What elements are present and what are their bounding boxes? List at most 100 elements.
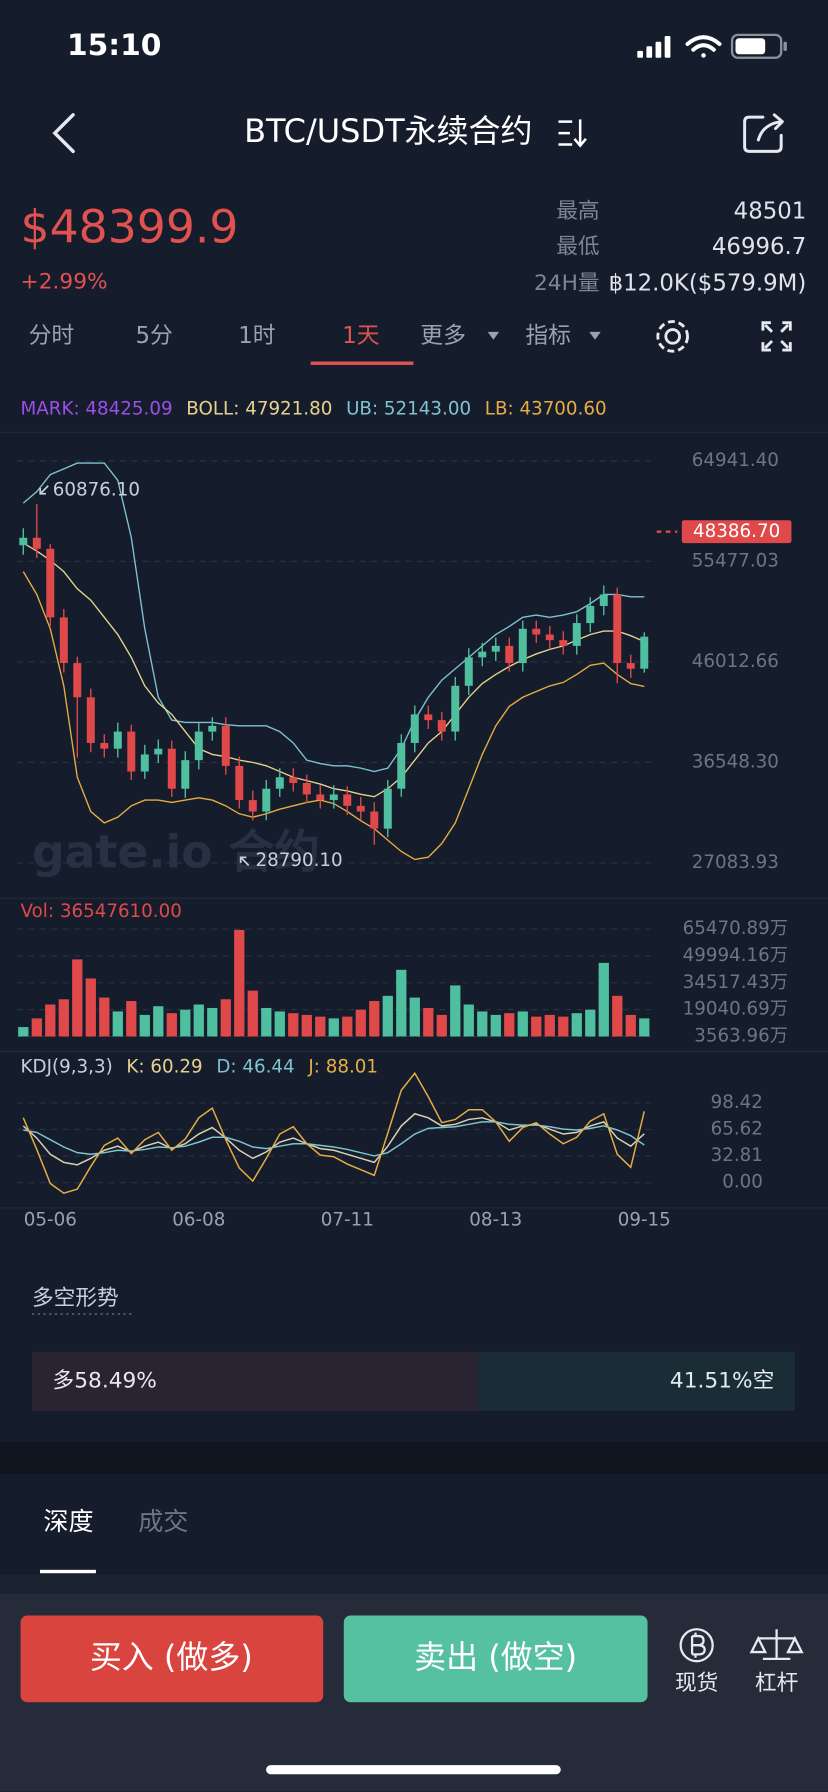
annotation-arrow: [239, 856, 250, 866]
short-label: 41.51%空: [670, 1368, 774, 1393]
kline-chart: gate.io 合约 64941.40 55477.03 46012.66 36548…: [0, 398, 828, 1230]
interval-tab[interactable]: 1时: [238, 323, 275, 349]
volume-bar: [193, 1004, 204, 1037]
battery-icon: [730, 33, 787, 59]
legend-item: LB: 43700.60: [485, 398, 607, 419]
legend-item: KDJ(9,3,3): [21, 1056, 113, 1077]
volume-bar: [396, 969, 407, 1037]
section-divider: [0, 1441, 828, 1474]
leverage-label[interactable]: 杠杆: [755, 1671, 798, 1696]
candle-body: [518, 628, 527, 664]
candle-body: [424, 714, 433, 721]
share-button[interactable]: [743, 113, 784, 153]
y-tick-label: 55477.03: [692, 550, 779, 571]
volume-bar: [301, 1014, 312, 1037]
candle-body: [370, 811, 379, 829]
candle-body: [329, 794, 338, 801]
last-price-label: 48386.70: [693, 521, 780, 542]
volume-bar: [531, 1016, 542, 1037]
candle-body: [383, 788, 392, 829]
x-tick-label: 09-15: [618, 1209, 671, 1230]
candle-body: [437, 720, 446, 732]
volume-bar: [153, 1006, 164, 1037]
x-tick-label: 06-08: [172, 1209, 225, 1230]
last-price: $48399.9: [21, 201, 239, 254]
y-tick-label: 46012.66: [692, 651, 779, 672]
interval-tab[interactable]: 分时: [29, 323, 75, 349]
legend-item: MARK: 48425.09: [21, 398, 173, 419]
candle-body: [140, 754, 149, 772]
fullscreen-button[interactable]: [761, 321, 792, 352]
page-title[interactable]: BTC/USDT永续合约: [244, 112, 532, 150]
volume-bar: [612, 995, 623, 1037]
indicator-tab[interactable]: 指标: [525, 323, 571, 349]
candle-body: [208, 725, 217, 732]
sell-label: 卖出 (做空): [414, 1638, 577, 1676]
volume-bar: [328, 1018, 339, 1037]
home-indicator: [266, 1765, 561, 1775]
y-tick-label: 65.62: [711, 1118, 763, 1139]
candle-body: [410, 714, 419, 743]
signal-icon: [637, 36, 671, 58]
candle-body: [275, 777, 284, 789]
long-label: 多58.49%: [53, 1368, 157, 1393]
buy-label: 买入 (做多): [90, 1638, 253, 1676]
watermark: gate.io 合约: [32, 825, 320, 878]
price-change: +2.99%: [21, 270, 108, 295]
candle-body: [572, 623, 581, 646]
sell-button[interactable]: [343, 1615, 648, 1703]
depth-tab[interactable]: 深度: [43, 1507, 93, 1536]
volume-bar: [31, 1018, 42, 1037]
candle-body: [248, 800, 257, 812]
more-tab[interactable]: 更多: [420, 323, 466, 349]
candle-body: [235, 765, 244, 801]
volume-bar: [99, 997, 110, 1037]
low-label: 28790.10: [256, 850, 343, 871]
y-tick-label: 65470.89万: [683, 918, 788, 939]
trades-tab[interactable]: 成交: [138, 1507, 188, 1536]
spot-icon[interactable]: [679, 1628, 714, 1663]
legend-item: BOLL: 47921.80: [186, 398, 332, 419]
volume-bar: [220, 999, 231, 1037]
spot-label[interactable]: 现货: [675, 1671, 718, 1696]
candle-body: [532, 628, 541, 635]
y-tick-label: 27083.93: [692, 852, 779, 873]
volume-bar: [423, 1007, 434, 1037]
switch-icon[interactable]: [558, 119, 587, 148]
volume-bar: [436, 1014, 447, 1037]
tab-underline: [39, 1569, 96, 1574]
candle-body: [451, 685, 460, 732]
back-button[interactable]: [52, 113, 75, 154]
candle-body: [356, 805, 365, 812]
status-time: 15:10: [67, 28, 162, 63]
settings-button[interactable]: [656, 320, 689, 353]
candle-body: [613, 594, 622, 664]
candle-body: [127, 731, 136, 772]
y-tick-label: 34517.43万: [683, 972, 788, 993]
candle-body: [464, 657, 473, 686]
interval-tab-active[interactable]: 1天: [342, 323, 380, 349]
volume-bar: [126, 1001, 137, 1037]
x-tick-label: 05-06: [24, 1209, 77, 1230]
stat-value: 48501: [734, 198, 807, 224]
annotation-arrow: [39, 485, 49, 495]
candle-body: [343, 794, 352, 806]
y-tick-label: 98.42: [711, 1092, 763, 1113]
section-divider: [0, 1574, 828, 1594]
volume-bar: [261, 1007, 272, 1037]
candle-body: [262, 788, 271, 812]
y-tick-label: 64941.40: [692, 450, 779, 471]
candle-body: [19, 537, 28, 546]
buy-button[interactable]: [20, 1615, 324, 1703]
candle-body: [86, 697, 95, 743]
volume-bar: [274, 1011, 285, 1037]
tab-bar: [0, 1473, 828, 1575]
wifi-icon: [685, 35, 722, 58]
volume-bar: [517, 1011, 528, 1037]
stat-value: 46996.7: [712, 234, 806, 260]
candle-body: [32, 537, 41, 549]
interval-tab[interactable]: 5分: [135, 323, 172, 349]
leverage-icon[interactable]: [749, 1629, 804, 1661]
volume-bar: [207, 1007, 218, 1037]
candle-body: [302, 782, 311, 795]
